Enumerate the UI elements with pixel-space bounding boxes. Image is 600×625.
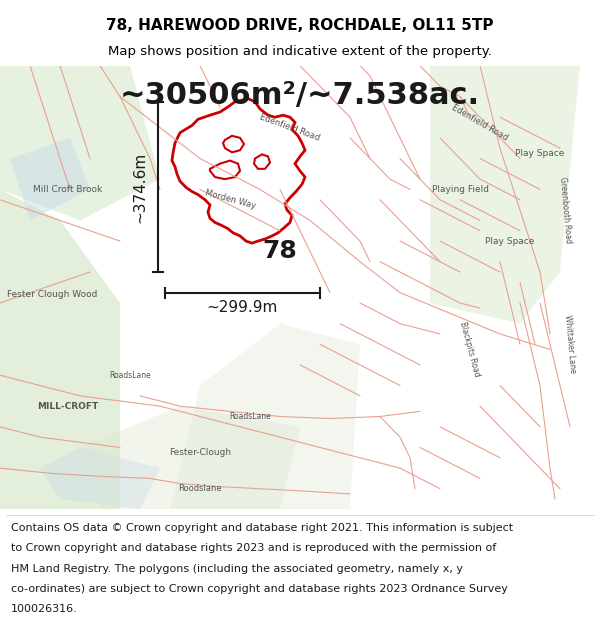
Text: Fester-Clough: Fester-Clough [169, 448, 231, 457]
Polygon shape [170, 324, 360, 509]
Polygon shape [10, 138, 90, 221]
Text: HM Land Registry. The polygons (including the associated geometry, namely x, y: HM Land Registry. The polygons (includin… [11, 564, 463, 574]
Text: Whittaker Lane: Whittaker Lane [563, 314, 577, 374]
Text: Morden Way: Morden Way [203, 189, 256, 211]
Polygon shape [80, 406, 300, 509]
Text: Fester Clough Wood: Fester Clough Wood [7, 290, 97, 299]
Text: Edenfield Road: Edenfield Road [451, 102, 509, 142]
Text: ~30506m²/~7.538ac.: ~30506m²/~7.538ac. [120, 81, 480, 110]
Text: Mill Croft Brook: Mill Croft Brook [34, 185, 103, 194]
Text: Contains OS data © Crown copyright and database right 2021. This information is : Contains OS data © Crown copyright and d… [11, 523, 513, 533]
Polygon shape [0, 66, 160, 221]
Text: Blackpits Road: Blackpits Road [458, 321, 482, 378]
Text: Map shows position and indicative extent of the property.: Map shows position and indicative extent… [108, 44, 492, 58]
Text: to Crown copyright and database rights 2023 and is reproduced with the permissio: to Crown copyright and database rights 2… [11, 544, 496, 554]
Text: Greenbooth Road: Greenbooth Road [557, 176, 572, 244]
Text: 78, HAREWOOD DRIVE, ROCHDALE, OL11 5TP: 78, HAREWOOD DRIVE, ROCHDALE, OL11 5TP [106, 18, 494, 33]
Text: co-ordinates) are subject to Crown copyright and database rights 2023 Ordnance S: co-ordinates) are subject to Crown copyr… [11, 584, 508, 594]
Text: 100026316.: 100026316. [11, 604, 77, 614]
Text: Play Space: Play Space [515, 149, 565, 158]
Text: 78: 78 [263, 239, 298, 263]
Text: Edenfield Road: Edenfield Road [259, 112, 322, 142]
Text: RoadsLane: RoadsLane [229, 412, 271, 421]
Text: Playing Field: Playing Field [431, 185, 488, 194]
Text: Play Space: Play Space [485, 236, 535, 246]
Text: MILL-CROFT: MILL-CROFT [37, 402, 98, 411]
Text: RoadsLane: RoadsLane [109, 371, 151, 380]
Polygon shape [0, 189, 120, 509]
Text: Roodslane: Roodslane [178, 484, 222, 493]
Text: ~374.6m: ~374.6m [133, 151, 148, 222]
Polygon shape [40, 448, 160, 509]
Text: ~299.9m: ~299.9m [207, 299, 278, 314]
Polygon shape [430, 66, 580, 324]
